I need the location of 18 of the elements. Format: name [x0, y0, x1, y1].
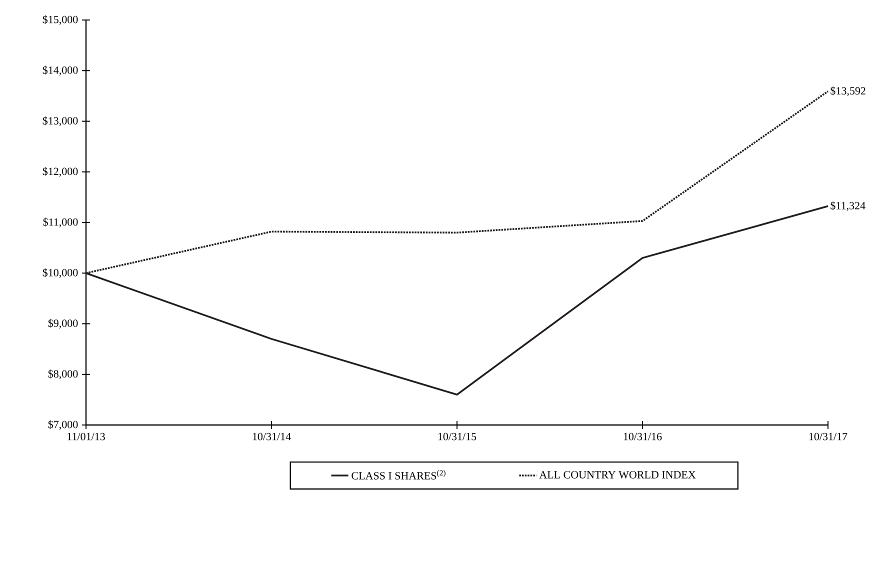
x-tick-label: 10/31/16	[624, 432, 662, 440]
x-tick-label: 10/31/15	[438, 432, 476, 440]
x-tick-label: 11/01/13	[68, 432, 105, 440]
y-tick-label: $11,000	[43, 218, 78, 228]
y-tick-label: $10,000	[42, 268, 78, 278]
y-tick-label: $7,000	[48, 420, 78, 430]
y-tick-label: $13,000	[42, 116, 78, 126]
legend-label: ALL COUNTRY WORLD INDEX	[539, 471, 696, 479]
data-label: $11,324	[830, 201, 866, 211]
y-tick-label: $9,000	[48, 318, 78, 329]
y-tick-label: $15,000	[42, 15, 78, 25]
y-tick-label: $8,000	[48, 370, 78, 380]
y-tick-label: $14,000	[42, 66, 78, 76]
legend-label: CLASS I SHARES$^{(2)}$	[352, 470, 446, 480]
x-tick-label: 10/31/17	[809, 432, 848, 440]
data-label: $13,592	[830, 86, 866, 96]
x-tick-label: 10/31/14	[252, 432, 291, 440]
y-tick-label: $12,000	[42, 167, 78, 177]
